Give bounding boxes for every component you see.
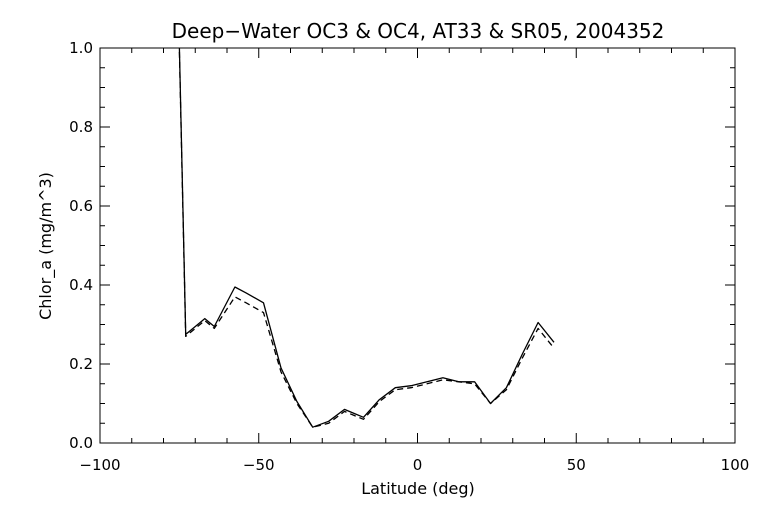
chart-title: Deep−Water OC3 & OC4, AT33 & SR05, 20043…	[172, 19, 665, 43]
axis-ticks: −100 −50 0 50 100 0.0 0.2 0.4 0.6 0.8 1.0	[69, 39, 749, 474]
y-tick-label: 1.0	[69, 39, 93, 57]
x-tick-label: −50	[243, 456, 275, 474]
y-tick-label: 0.4	[69, 276, 93, 294]
data-series	[178, 47, 555, 428]
y-tick-label: 0.8	[69, 118, 93, 136]
x-tick-label: 50	[567, 456, 586, 474]
series-line-dashed	[178, 51, 555, 428]
y-tick-label: 0.2	[69, 355, 93, 373]
x-tick-label: 100	[721, 456, 750, 474]
x-axis-label: Latitude (deg)	[361, 479, 475, 498]
series-line-solid	[178, 47, 555, 428]
y-tick-label: 0.0	[69, 434, 93, 452]
x-tick-label: −100	[79, 456, 120, 474]
y-axis-label: Chlor_a (mg/m^3)	[36, 172, 56, 320]
x-tick-label: 0	[413, 456, 423, 474]
y-tick-label: 0.6	[69, 197, 93, 215]
